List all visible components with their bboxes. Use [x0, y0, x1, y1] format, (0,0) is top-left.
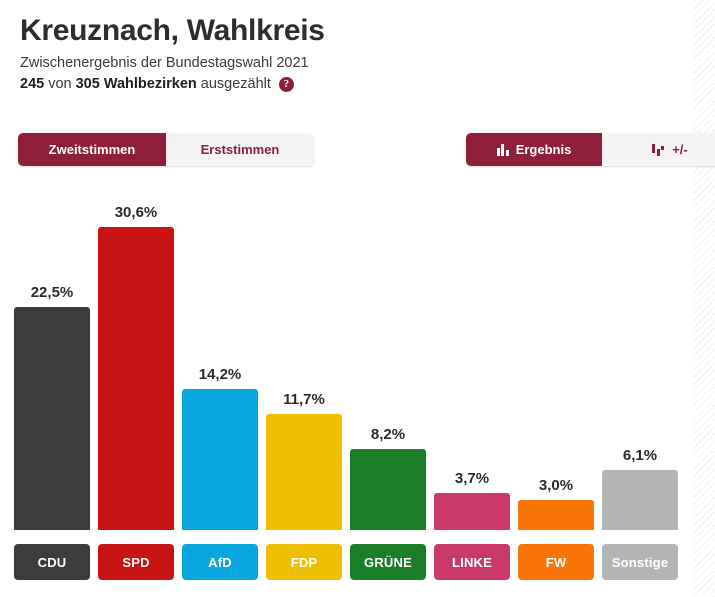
page-title: Kreuznach, Wahlkreis	[20, 14, 325, 47]
bar-column[interactable]: 3,7% LINKE	[434, 190, 510, 580]
bar-cdu[interactable]	[14, 307, 90, 530]
header: Kreuznach, Wahlkreis Zwischenergebnis de…	[20, 12, 660, 94]
tab-ergebnis-label: Ergebnis	[515, 142, 572, 157]
bar-column[interactable]: 14,2% AfD	[182, 190, 258, 580]
results-bar-chart: 22,5% CDU 30,6% SPD 14,2% AfD 11,7% FDP 8,2% GRÜN…	[14, 190, 682, 580]
bar-fdp[interactable]	[266, 414, 342, 530]
party-label-afd[interactable]: AfD	[182, 544, 258, 580]
page-edge-hatch	[693, 0, 715, 597]
tab-erststimmen[interactable]: Erststimmen	[166, 133, 314, 166]
bar-value-label: 6,1%	[622, 447, 658, 464]
tab-zweitstimmen[interactable]: Zweitstimmen	[18, 133, 166, 166]
bar-fw[interactable]	[518, 500, 594, 530]
bar-value-label: 8,2%	[370, 426, 406, 443]
bar-afd[interactable]	[182, 389, 258, 530]
bar-column[interactable]: 8,2% GRÜNE	[350, 190, 426, 580]
page-subtitle: Zwischenergebnis der Bundestagswahl 2021	[20, 55, 309, 71]
counted-number: 245	[20, 76, 45, 92]
party-label-sonstige[interactable]: Sonstige	[602, 544, 678, 580]
counted-suffix: ausgezählt	[200, 76, 271, 92]
bar-value-label: 14,2%	[198, 366, 242, 383]
tab-ergebnis[interactable]: Ergebnis	[466, 133, 602, 166]
tab-abweichung[interactable]: +/-	[602, 133, 715, 166]
bar-value-label: 22,5%	[30, 284, 74, 301]
party-label-grüne[interactable]: GRÜNE	[350, 544, 426, 580]
bar-value-label: 30,6%	[114, 204, 158, 221]
bar-sonstige[interactable]	[602, 470, 678, 530]
party-label-linke[interactable]: LINKE	[434, 544, 510, 580]
party-label-spd[interactable]: SPD	[98, 544, 174, 580]
bar-column[interactable]: 11,7% FDP	[266, 190, 342, 580]
counted-of: von	[48, 76, 72, 92]
bar-column[interactable]: 30,6% SPD	[98, 190, 174, 580]
bar-chart-icon	[496, 143, 509, 156]
bar-value-label: 3,0%	[538, 477, 574, 494]
bar-linke[interactable]	[434, 493, 510, 530]
view-mode-toggle[interactable]: Ergebnis +/-	[466, 133, 715, 166]
bar-grüne[interactable]	[350, 449, 426, 530]
party-label-cdu[interactable]: CDU	[14, 544, 90, 580]
party-label-fw[interactable]: FW	[518, 544, 594, 580]
bar-column[interactable]: 22,5% CDU	[14, 190, 90, 580]
help-circle-icon[interactable]: ?	[278, 76, 294, 92]
bar-spd[interactable]	[98, 227, 174, 530]
deviation-icon	[652, 143, 665, 156]
bar-column[interactable]: 3,0% FW	[518, 190, 594, 580]
bar-column[interactable]: 6,1% Sonstige	[602, 190, 678, 580]
bar-value-label: 3,7%	[454, 470, 490, 487]
bar-value-label: 11,7%	[283, 391, 325, 408]
party-label-fdp[interactable]: FDP	[266, 544, 342, 580]
counted-status: 245 von 305 Wahlbezirken ausgezählt ?	[20, 74, 660, 94]
vote-type-toggle[interactable]: Zweitstimmen Erststimmen	[18, 133, 314, 166]
tab-abweichung-label: +/-	[672, 142, 688, 157]
counted-total: 305 Wahlbezirken	[75, 76, 197, 92]
